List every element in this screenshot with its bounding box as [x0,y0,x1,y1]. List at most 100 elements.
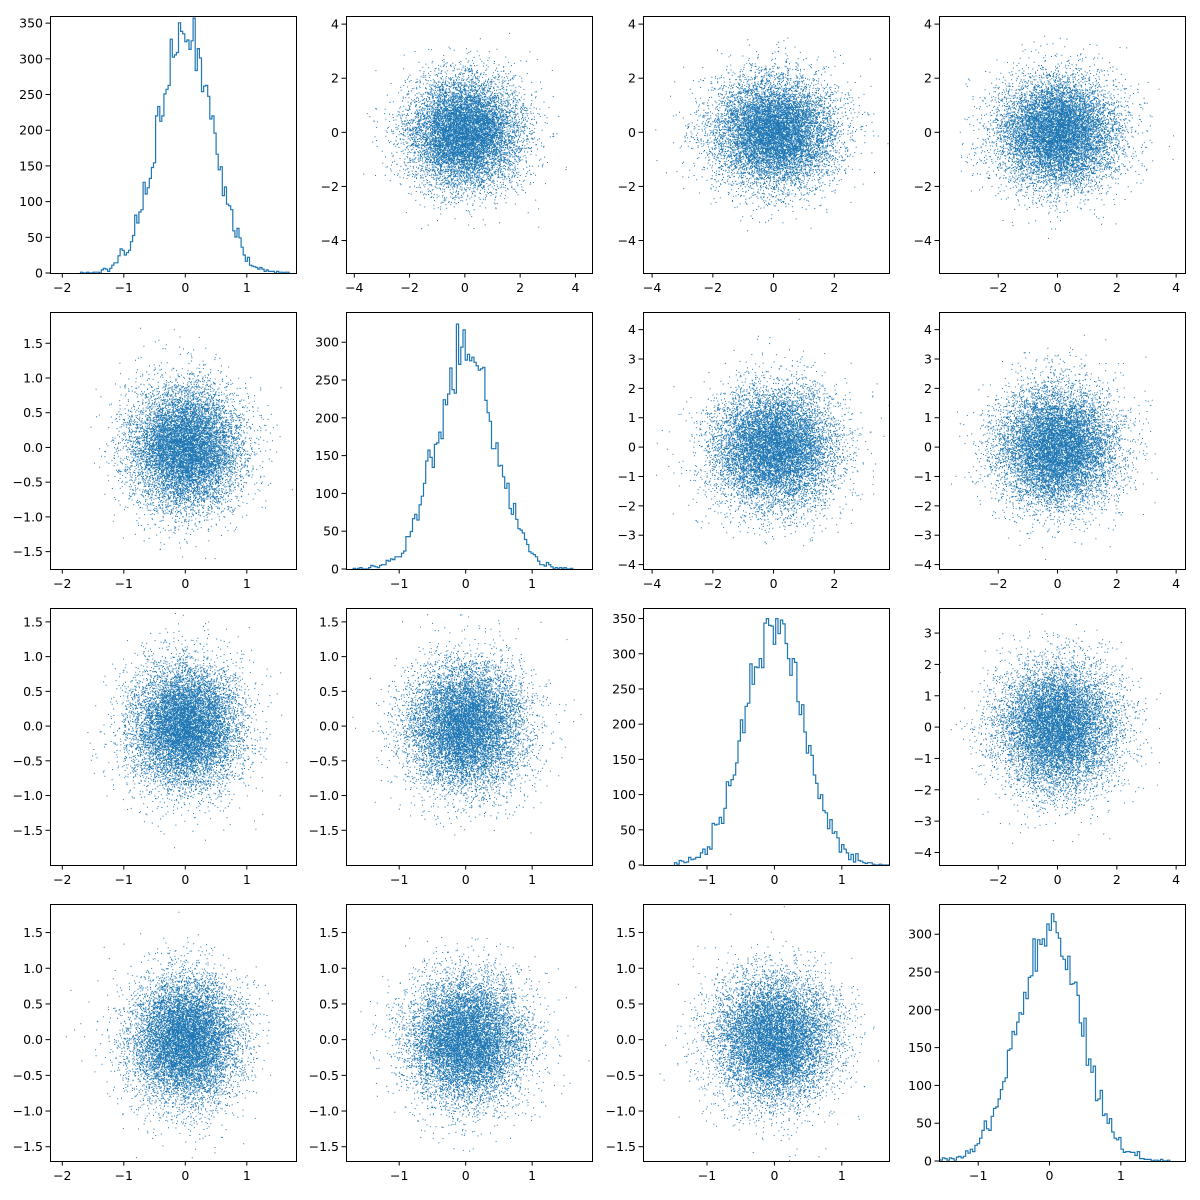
y-tick-label: 1 [628,410,636,425]
y-tick-label: 0.5 [319,996,339,1011]
y-tick-label: −1.5 [309,1139,339,1154]
y-tick-label: 1.0 [616,961,636,976]
x-tick-label: 0 [770,576,778,591]
axes-frame [347,313,593,570]
y-tick-label: 50 [27,230,43,245]
y-tick-label: −1.0 [13,509,43,524]
y-tick-label: 3 [628,351,636,366]
x-tick-label: 0 [181,872,189,887]
scatter-point-cloud [87,613,300,848]
x-tick-label: 1 [243,280,251,295]
scatter-points [935,36,1174,239]
x-tick-label: −1 [698,1168,716,1183]
y-tick-label: 200 [612,717,636,732]
y-tick-label: −1.0 [13,788,43,803]
y-tick-label: 0.0 [23,719,43,734]
y-tick-label: −4 [618,233,636,248]
scatter-points [940,605,1161,844]
y-tick-label: −2 [914,782,932,797]
y-tick-label: −2 [321,179,339,194]
y-tick-label: 250 [315,373,339,388]
scatter-points [353,608,582,836]
y-tick-label: 0.5 [616,996,636,1011]
x-tick-label: −1 [698,872,716,887]
axes-frame [347,905,593,1162]
y-tick-label: −1 [914,751,932,766]
x-tick-label: 4 [571,280,579,295]
histogram-step-line [938,914,1170,1161]
y-tick-label: 2 [924,657,932,672]
x-tick-label: 1 [243,1168,251,1183]
y-tick-label: 350 [19,16,43,31]
axes-frame [644,905,890,1162]
y-tick-label: 150 [612,752,636,767]
y-tick-label: 2 [924,381,932,396]
y-tick-label: −1.0 [606,1104,636,1119]
subplot-r1-c0: −2 −1 0 1−1.5−1.0−0.50.00.51.01.5 [13,313,297,592]
x-tick-label: 1 [243,872,251,887]
y-tick-label: −4 [914,845,932,860]
scatter-point-cloud [66,912,273,1158]
y-tick-label: 3 [924,351,932,366]
x-tick-label: −1 [115,1168,133,1183]
y-tick-label: 1.5 [23,614,43,629]
scatter-point-cloud [951,335,1158,560]
x-tick-label: 1 [1117,1168,1125,1183]
y-tick-label: −1 [618,469,636,484]
y-tick-label: 0 [35,266,43,281]
scatter-point-cloud [353,608,582,836]
x-tick-label: 2 [1113,576,1121,591]
y-tick-label: −2 [618,179,636,194]
y-tick-label: 1 [924,410,932,425]
y-tick-label: 100 [908,1078,932,1093]
y-tick-label: −1.5 [13,1139,43,1154]
x-tick-label: −2 [53,280,71,295]
y-tick-label: −0.5 [13,753,43,768]
scatter-points [363,33,567,229]
y-tick-label: −3 [914,814,932,829]
y-tick-label: 150 [19,158,43,173]
x-tick-label: −1 [390,872,408,887]
y-tick-label: 300 [19,51,43,66]
y-tick-label: −2 [914,498,932,513]
x-tick-label: −2 [989,280,1007,295]
x-tick-label: 1 [528,576,536,591]
x-tick-label: 4 [1172,280,1180,295]
y-tick-label: 300 [612,646,636,661]
y-tick-label: 0.5 [23,405,43,420]
y-tick-label: 0.0 [616,1032,636,1047]
x-tick-label: 2 [830,576,838,591]
x-tick-label: 1 [243,576,251,591]
y-tick-label: −4 [321,233,339,248]
y-tick-label: 100 [612,787,636,802]
y-tick-label: 0 [628,440,636,455]
histogram-step-line [353,324,573,569]
y-tick-label: 300 [908,927,932,942]
y-tick-label: −1.5 [309,823,339,838]
y-tick-label: 3 [924,626,932,641]
x-tick-label: −2 [53,872,71,887]
x-tick-label: −2 [704,280,722,295]
x-tick-label: 2 [1113,280,1121,295]
axes-frame [940,905,1186,1162]
x-tick-label: 4 [1172,872,1180,887]
y-tick-label: 250 [908,965,932,980]
y-tick-label: −4 [914,557,932,572]
x-tick-label: 0 [461,280,469,295]
y-tick-label: 350 [612,611,636,626]
y-tick-label: 2 [628,71,636,86]
subplot-r3-c0: −2 −1 0 1−1.5−1.0−0.50.00.51.01.5 [13,905,297,1184]
scatter-points [87,613,300,848]
y-tick-label: −0.5 [309,753,339,768]
axes-frame [51,609,297,866]
y-tick-label: −4 [914,233,932,248]
y-tick-label: 0.0 [319,1032,339,1047]
y-tick-label: 0 [628,125,636,140]
x-tick-label: 0 [462,576,470,591]
scatter-points [656,319,898,546]
y-tick-label: 4 [628,322,636,337]
